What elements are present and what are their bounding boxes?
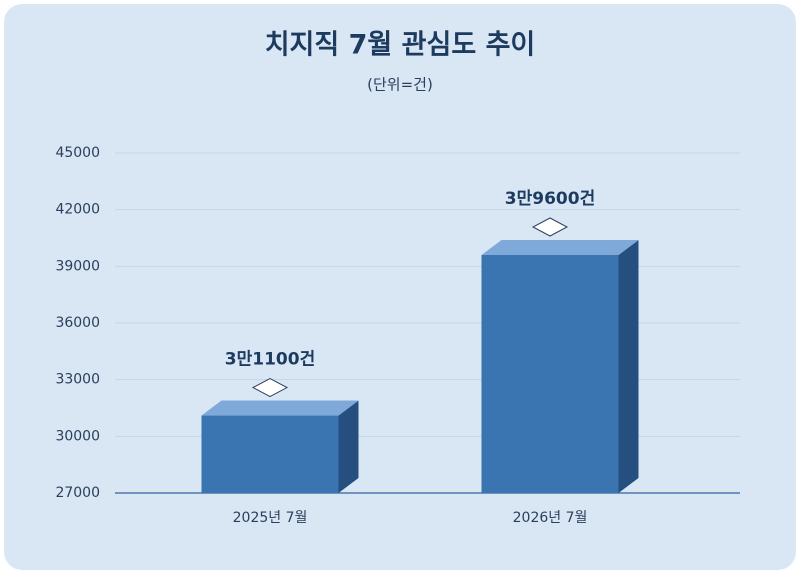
x-tick-label: 2025년 7월 — [233, 510, 308, 526]
bar-side — [338, 400, 359, 493]
y-tick-label: 33000 — [55, 372, 100, 388]
bar — [201, 400, 359, 493]
bar-front — [201, 415, 339, 493]
bar-top — [481, 240, 639, 255]
bar-top — [201, 400, 359, 416]
y-tick-label: 45000 — [55, 145, 100, 161]
value-label: 3만1100건 — [225, 350, 315, 370]
y-tick-label: 39000 — [55, 258, 100, 274]
y-tick-label: 27000 — [55, 485, 100, 501]
y-tick-label: 36000 — [55, 315, 100, 331]
x-tick-label: 2026년 7월 — [513, 510, 588, 526]
marker — [531, 217, 569, 237]
y-tick-label: 30000 — [55, 428, 100, 444]
y-tick-label: 42000 — [55, 202, 100, 218]
bar-front — [481, 255, 619, 493]
chart-title: 치지직 7월 관심도 추이 — [265, 30, 536, 61]
chart-subtitle: (단위=건) — [367, 76, 433, 94]
bar — [481, 240, 639, 493]
marker — [251, 377, 289, 398]
value-label: 3만9600건 — [505, 189, 595, 209]
bar-side — [618, 240, 639, 493]
